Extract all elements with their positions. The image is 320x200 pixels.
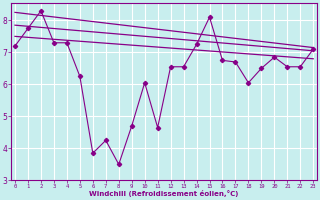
X-axis label: Windchill (Refroidissement éolien,°C): Windchill (Refroidissement éolien,°C)	[89, 190, 239, 197]
